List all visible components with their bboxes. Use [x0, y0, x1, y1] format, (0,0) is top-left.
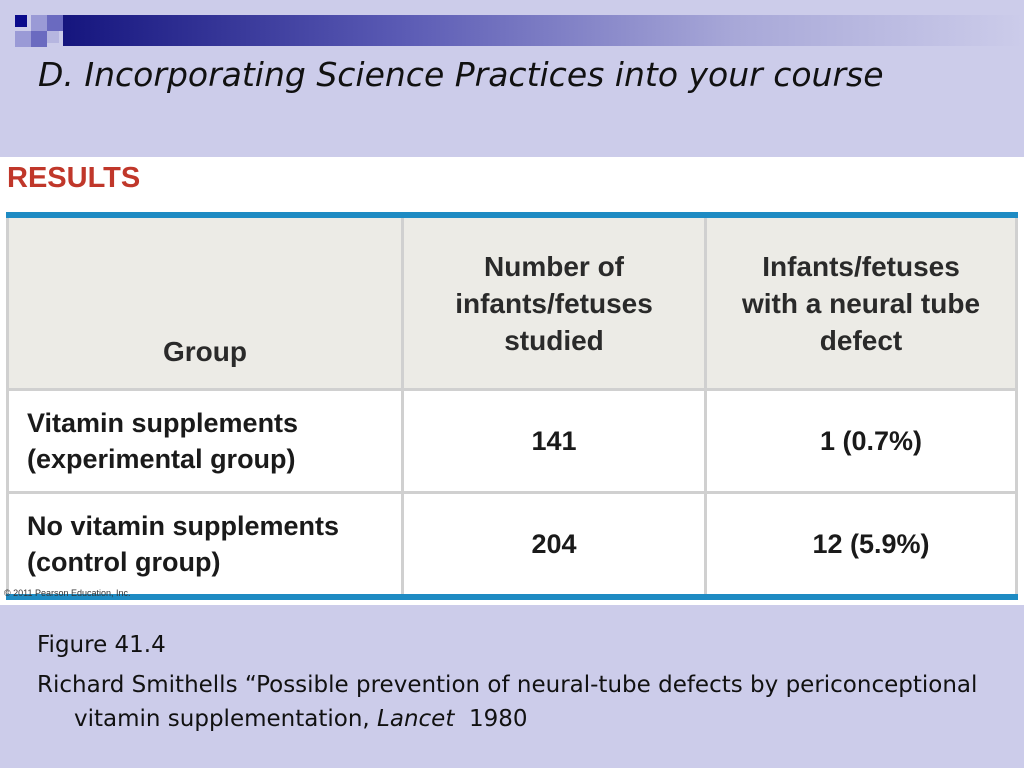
decor-square — [15, 31, 31, 47]
header-group: Group — [6, 215, 404, 391]
figure-caption: Figure 41.4 Richard Smithells “Possible … — [37, 628, 997, 736]
group-qualifier: (control group) — [27, 547, 221, 577]
results-figure: RESULTS Group Number of infants/fetuses … — [0, 157, 1024, 605]
table-header-row: Group Number of infants/fetuses studied … — [6, 215, 1018, 391]
citation: Richard Smithells “Possible prevention o… — [37, 668, 997, 736]
figure-reference: Figure 41.4 — [37, 632, 166, 658]
slide-title: D. Incorporating Science Practices into … — [38, 55, 884, 94]
header-number-studied-text: Number of infants/fetuses studied — [455, 250, 653, 356]
decor-square — [31, 31, 47, 47]
table-row: No vitamin supplements (control group) 2… — [6, 492, 1018, 597]
group-qualifier: (experimental group) — [27, 444, 296, 474]
cell-defects: 12 (5.9%) — [704, 492, 1018, 597]
header-neural-tube-defect-text: Infants/fetuses with a neural tube defec… — [741, 250, 981, 356]
decor-square — [31, 15, 47, 31]
results-table: Group Number of infants/fetuses studied … — [6, 212, 1018, 600]
copyright-notice: © 2011 Pearson Education, Inc. — [4, 588, 131, 598]
citation-year: 1980 — [468, 706, 528, 732]
cell-studied: 141 — [401, 389, 707, 494]
group-name: No vitamin supplements — [27, 511, 340, 541]
decor-square — [47, 31, 59, 43]
citation-text: Richard Smithells “Possible prevention o… — [37, 672, 978, 732]
title-gradient-bar — [63, 15, 1024, 46]
decor-square — [47, 15, 63, 31]
cell-defects: 1 (0.7%) — [704, 389, 1018, 494]
cell-group: Vitamin supplements (experimental group) — [6, 389, 404, 494]
table-row: Vitamin supplements (experimental group)… — [6, 389, 1018, 494]
journal-name: Lancet — [377, 706, 455, 732]
header-neural-tube-defect: Infants/fetuses with a neural tube defec… — [704, 215, 1018, 391]
cell-group: No vitamin supplements (control group) — [6, 492, 404, 597]
cell-studied: 204 — [401, 492, 707, 597]
results-label: RESULTS — [7, 162, 141, 194]
header-number-studied: Number of infants/fetuses studied — [401, 215, 707, 391]
decor-square — [15, 15, 27, 27]
group-name: Vitamin supplements — [27, 408, 299, 438]
